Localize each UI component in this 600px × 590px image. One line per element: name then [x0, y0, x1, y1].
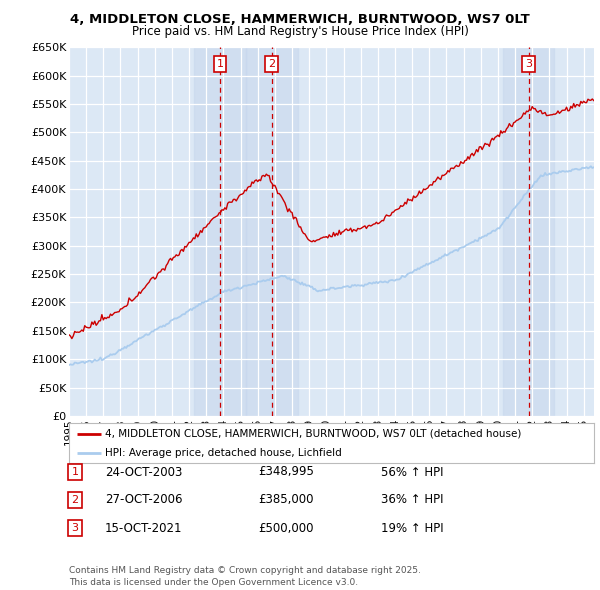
Text: 27-OCT-2006: 27-OCT-2006 — [105, 493, 182, 506]
Text: £348,995: £348,995 — [258, 466, 314, 478]
Text: 19% ↑ HPI: 19% ↑ HPI — [381, 522, 443, 535]
Text: 4, MIDDLETON CLOSE, HAMMERWICH, BURNTWOOD, WS7 0LT: 4, MIDDLETON CLOSE, HAMMERWICH, BURNTWOO… — [70, 13, 530, 26]
Text: 1: 1 — [217, 59, 224, 69]
Text: 56% ↑ HPI: 56% ↑ HPI — [381, 466, 443, 478]
Text: 36% ↑ HPI: 36% ↑ HPI — [381, 493, 443, 506]
Bar — [246, 47, 298, 416]
Text: 24-OCT-2003: 24-OCT-2003 — [105, 466, 182, 478]
Text: £385,000: £385,000 — [258, 493, 314, 506]
Text: 3: 3 — [71, 523, 79, 533]
Bar — [194, 47, 246, 416]
Text: HPI: Average price, detached house, Lichfield: HPI: Average price, detached house, Lich… — [105, 448, 341, 458]
Text: 3: 3 — [525, 59, 532, 69]
Text: 2: 2 — [71, 495, 79, 504]
Text: 4, MIDDLETON CLOSE, HAMMERWICH, BURNTWOOD, WS7 0LT (detached house): 4, MIDDLETON CLOSE, HAMMERWICH, BURNTWOO… — [105, 429, 521, 439]
Text: 15-OCT-2021: 15-OCT-2021 — [105, 522, 182, 535]
Bar — [503, 47, 554, 416]
Text: 1: 1 — [71, 467, 79, 477]
Text: 2: 2 — [268, 59, 275, 69]
Text: £500,000: £500,000 — [258, 522, 314, 535]
Text: Price paid vs. HM Land Registry's House Price Index (HPI): Price paid vs. HM Land Registry's House … — [131, 25, 469, 38]
Text: Contains HM Land Registry data © Crown copyright and database right 2025.
This d: Contains HM Land Registry data © Crown c… — [69, 566, 421, 587]
